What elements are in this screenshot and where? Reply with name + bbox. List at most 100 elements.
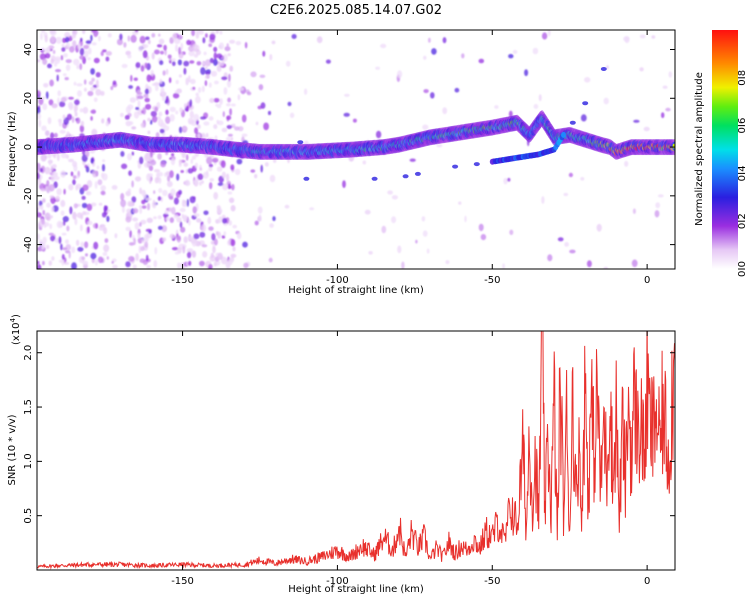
noise-blob xyxy=(44,52,51,59)
noise-blob xyxy=(397,245,402,254)
y-tick-label: -40 xyxy=(23,236,34,252)
noise-blob xyxy=(158,177,162,184)
noise-blob xyxy=(344,93,350,97)
noise-blob xyxy=(142,190,147,199)
noise-blob xyxy=(139,187,143,195)
noise-blob xyxy=(183,162,189,167)
noise-blob xyxy=(137,232,141,239)
noise-blob xyxy=(169,196,174,200)
noise-blob xyxy=(227,53,231,57)
noise-blob xyxy=(633,119,640,123)
snr-series-line xyxy=(37,331,675,570)
noise-blob xyxy=(61,47,66,52)
colorbar-tick-label: 0.6 xyxy=(737,118,748,134)
noise-blob xyxy=(149,160,157,166)
noise-blob xyxy=(458,201,462,205)
noise-blob xyxy=(211,233,215,240)
noise-blob xyxy=(83,79,87,85)
noise-blob xyxy=(177,235,181,241)
noise-blob xyxy=(541,196,545,204)
noise-blob xyxy=(176,173,180,181)
noise-blob xyxy=(243,262,249,269)
noise-blob xyxy=(50,58,55,64)
noise-blob xyxy=(41,30,45,34)
noise-blob xyxy=(50,30,57,36)
noise-blob xyxy=(73,203,78,209)
noise-blob xyxy=(158,38,165,45)
noise-blob xyxy=(97,256,104,264)
noise-blob xyxy=(202,251,208,258)
noise-blob xyxy=(146,265,151,269)
noise-blob xyxy=(188,219,191,226)
noise-blob xyxy=(133,237,136,246)
noise-blob xyxy=(205,66,208,70)
noise-blob xyxy=(271,40,276,45)
noise-blob xyxy=(226,125,232,129)
spectrogram-heatmap xyxy=(37,30,675,269)
noise-blob xyxy=(131,196,137,203)
noise-blob xyxy=(203,210,209,216)
noise-blob xyxy=(102,49,107,53)
noise-blob xyxy=(387,190,393,195)
noise-blob xyxy=(121,205,125,214)
noise-blob xyxy=(157,215,162,220)
noise-blob xyxy=(228,220,232,226)
colorbar-tick-label: 0.0 xyxy=(737,261,748,277)
spectrogram-frame xyxy=(36,29,676,270)
noise-blob xyxy=(121,163,128,170)
noise-blob xyxy=(79,47,85,56)
noise-blob xyxy=(217,252,223,260)
noise-blob xyxy=(198,30,204,35)
noise-blob xyxy=(146,74,152,82)
noise-blob xyxy=(196,61,202,66)
noise-blob xyxy=(171,153,175,157)
noise-blob xyxy=(226,173,230,182)
noise-blob xyxy=(197,173,204,181)
noise-blob xyxy=(137,95,144,100)
noise-blob xyxy=(186,105,189,112)
noise-blob xyxy=(72,211,77,220)
noise-blob xyxy=(62,247,68,251)
noise-blob xyxy=(651,35,656,39)
detached-blob xyxy=(414,171,421,176)
noise-blob xyxy=(183,60,190,67)
noise-blob xyxy=(226,103,231,107)
noise-blob xyxy=(192,86,196,90)
y-tick-label: 20 xyxy=(23,92,34,105)
noise-blob xyxy=(91,77,95,82)
noise-blob xyxy=(162,237,167,242)
noise-blob xyxy=(169,170,174,179)
noise-blob xyxy=(97,179,103,186)
noise-blob xyxy=(263,122,269,131)
noise-blob xyxy=(50,235,56,242)
noise-blob xyxy=(154,106,159,113)
noise-blob xyxy=(153,216,157,220)
noise-blob xyxy=(193,54,199,58)
noise-blob xyxy=(442,37,447,44)
noise-blob xyxy=(187,168,194,174)
noise-blob xyxy=(580,177,585,181)
noise-blob xyxy=(547,254,553,262)
noise-blob xyxy=(179,221,183,228)
noise-blob xyxy=(165,68,169,75)
noise-blob xyxy=(193,113,200,122)
noise-blob xyxy=(56,188,62,196)
noise-blob xyxy=(221,256,228,265)
noise-blob xyxy=(155,84,159,92)
noise-blob xyxy=(133,111,140,119)
noise-blob xyxy=(205,33,208,38)
noise-blob xyxy=(180,226,186,233)
noise-blob xyxy=(60,96,67,103)
noise-blob xyxy=(213,192,219,200)
noise-blob xyxy=(269,223,274,228)
noise-blob xyxy=(184,103,187,109)
noise-blob xyxy=(146,217,153,223)
noise-blob xyxy=(98,35,101,42)
noise-blob xyxy=(128,85,134,89)
noise-blob xyxy=(254,220,259,226)
x-tick-label: 0 xyxy=(644,275,650,286)
noise-blob xyxy=(203,51,207,56)
noise-blob xyxy=(114,233,118,239)
noise-blob xyxy=(164,49,167,56)
noise-blob xyxy=(76,83,83,87)
